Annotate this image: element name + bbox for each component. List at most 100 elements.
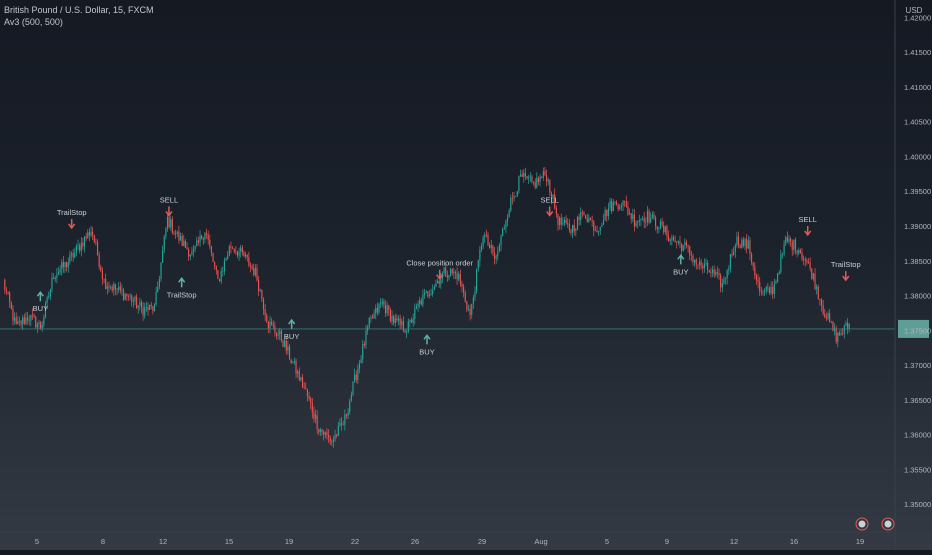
candles-layer [4,167,850,448]
candle-body [775,281,777,284]
candle [171,216,173,235]
candle-body [375,307,377,314]
candle-body [214,262,216,267]
candle [173,230,175,236]
candle [415,303,417,310]
candle-body [472,297,474,304]
signal-marker[interactable]: TrailStop [167,277,197,299]
candle [318,428,320,436]
candle [225,257,227,261]
candle-body [344,414,346,425]
candle-body [357,368,359,380]
signal-marker[interactable]: SELL [540,195,559,217]
candle [292,361,294,364]
signal-marker[interactable]: SELL [160,195,178,217]
candle [90,225,92,238]
candle-body [25,317,27,324]
candle-body [572,225,574,233]
indicator-title[interactable]: Av3 (500, 500) [4,17,63,27]
candle-body [290,359,292,363]
candle-body [139,302,141,306]
candle [149,304,151,311]
candle-body [643,218,645,223]
candle-body [323,431,325,435]
candle [100,264,102,273]
log-scale-icon[interactable] [881,517,895,531]
candle [806,258,808,265]
candle [254,264,256,278]
candle-body [648,210,650,223]
candle-body [329,437,331,443]
candle-body [248,257,250,266]
signal-marker[interactable]: BUY [284,318,299,341]
signal-marker[interactable]: TrailStop [57,208,87,230]
candle-body [594,230,596,232]
candle [796,249,798,258]
candle-body [768,288,771,294]
signal-marker[interactable]: TrailStop [831,260,861,282]
candle [75,243,77,257]
candle [420,297,422,306]
candle [611,198,613,214]
candle-body [56,274,58,278]
candle-body [324,432,326,435]
candle [443,266,445,277]
signal-marker[interactable]: SELL [799,215,817,237]
candle [30,314,32,327]
candle [33,313,35,318]
candle-body [44,303,47,317]
candle [604,206,606,221]
candle-body [282,340,284,347]
candle-body [150,304,152,307]
candle [85,232,87,242]
candle-body [18,320,21,322]
candle-body [386,305,388,314]
candle [775,279,777,284]
signal-label: SELL [799,215,817,224]
candle-body [687,245,689,247]
candle [648,208,650,225]
candle-body [788,238,790,242]
signal-marker[interactable]: BUY [419,334,435,356]
candle-body [9,292,11,303]
candle [534,178,536,190]
candle-body [471,303,473,315]
candle [212,252,214,263]
candle-body [230,246,232,248]
candle-body [661,221,663,226]
candle [352,381,354,397]
candle [630,213,632,224]
candle [456,267,458,285]
candle [817,284,819,300]
candle-body [378,303,380,313]
candle [18,316,21,327]
candle [682,244,684,252]
candle [358,360,361,374]
signal-marker[interactable]: BUY [673,254,689,276]
candle [232,245,234,250]
candle-body [178,231,180,241]
candle-body [384,304,387,314]
auto-scale-icon[interactable] [855,517,869,531]
arrow-head-icon [546,211,554,217]
signal-marker[interactable]: Close position order [406,259,474,280]
candle [240,244,242,258]
current-price-tag[interactable] [898,319,929,338]
candle-body [544,171,546,176]
candle-body [456,273,458,280]
candle [147,302,149,316]
candle [438,279,440,288]
candle-body [482,237,484,247]
candle [786,231,788,244]
symbol-title[interactable]: British Pound / U.S. Dollar, 15, FXCM [4,5,154,15]
candle [459,269,461,287]
candle-body [529,176,531,178]
signal-marker[interactable]: BUY [33,290,48,313]
candle [350,391,352,402]
candle [345,413,348,420]
candle-body [218,279,221,282]
candle-body [380,303,382,305]
candle-body [539,176,541,183]
